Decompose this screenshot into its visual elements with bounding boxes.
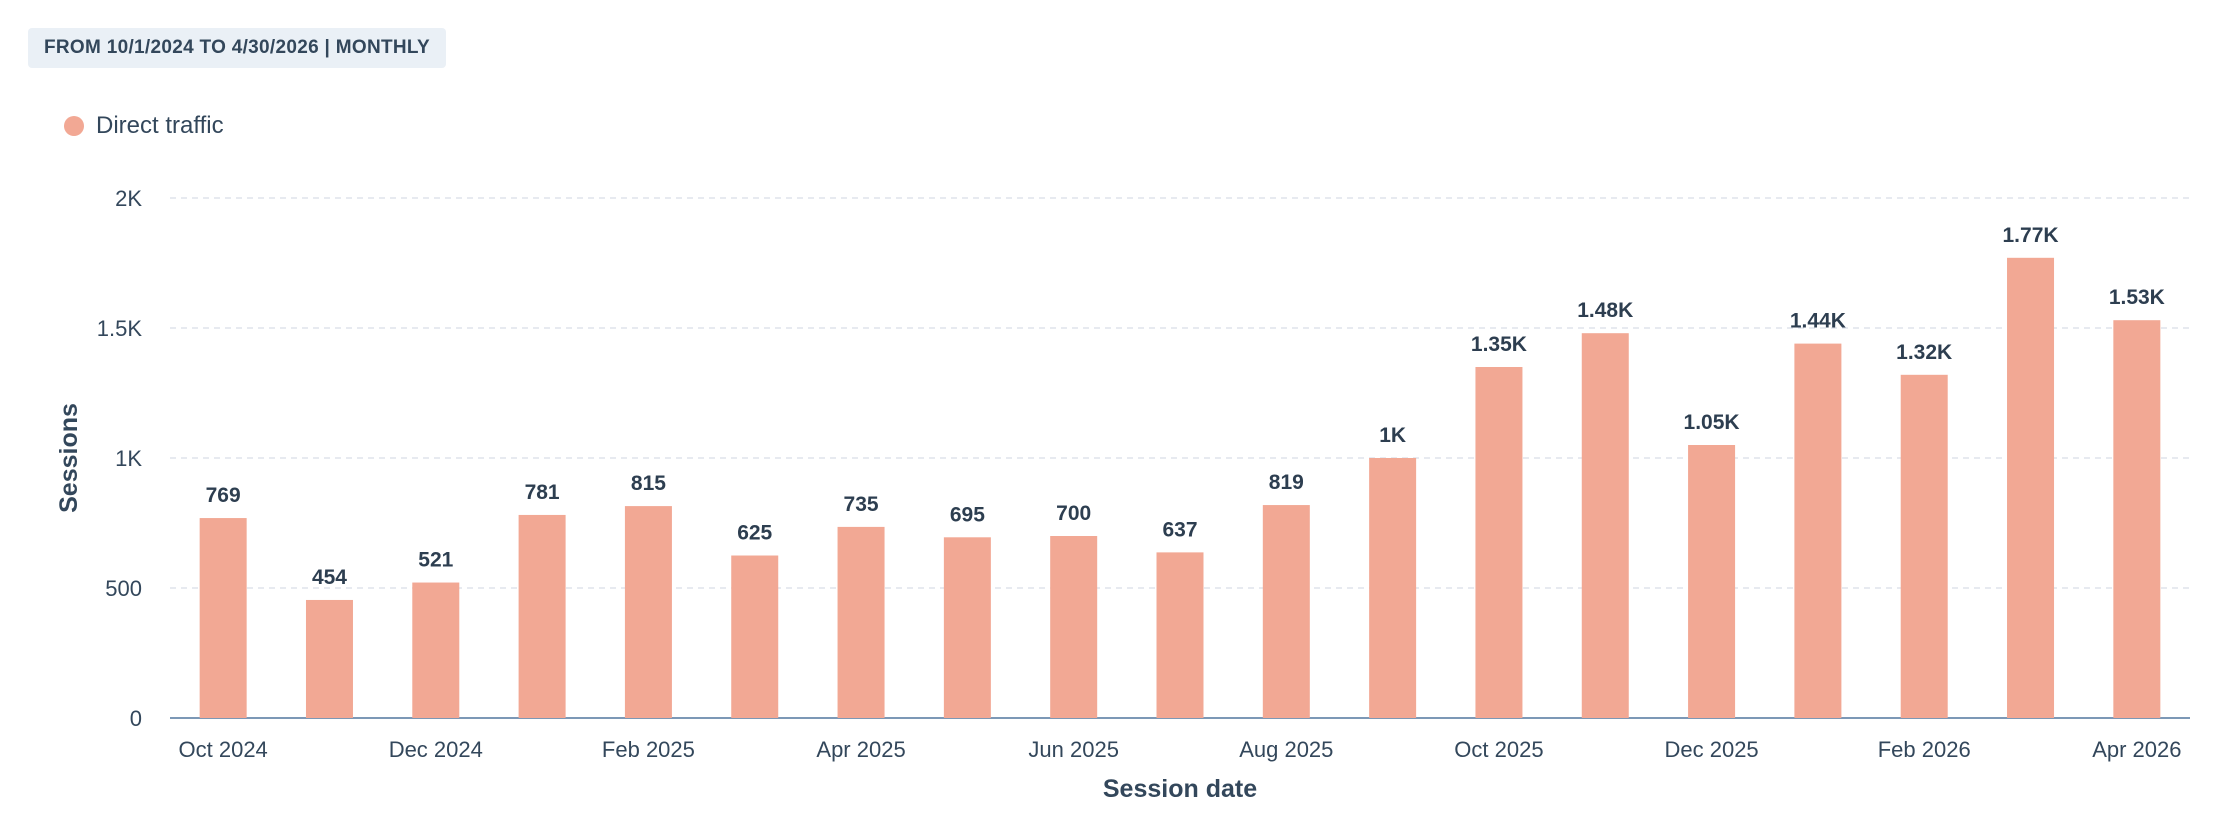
bar	[1050, 536, 1098, 718]
x-tick-label: Apr 2025	[816, 737, 905, 762]
data-label: 625	[737, 522, 772, 545]
x-tick-label: Feb 2026	[1878, 737, 1971, 762]
data-label: 819	[1269, 471, 1304, 494]
data-label: 454	[312, 566, 347, 589]
bar	[1900, 374, 1948, 718]
bar	[943, 537, 991, 718]
data-label: 815	[631, 472, 666, 495]
bar	[624, 506, 672, 718]
legend-label-direct-traffic[interactable]: Direct traffic	[96, 112, 224, 139]
bar	[2007, 257, 2055, 718]
bar	[518, 514, 566, 718]
x-tick-label: Apr 2026	[2092, 737, 2181, 762]
data-label: 1K	[1379, 424, 1406, 447]
data-label: 1.44K	[1790, 310, 1846, 333]
bar	[1262, 505, 1310, 718]
x-tick-label: Jun 2025	[1028, 737, 1119, 762]
y-tick-label: 1.5K	[97, 316, 143, 341]
data-label: 700	[1056, 502, 1091, 525]
x-tick-label: Feb 2025	[602, 737, 695, 762]
data-label: 781	[525, 481, 560, 504]
x-tick-label: Aug 2025	[1239, 737, 1333, 762]
chart-legend: Direct traffic	[64, 112, 224, 140]
legend-swatch-direct-traffic	[64, 116, 84, 136]
x-tick-label: Oct 2024	[179, 737, 268, 762]
bar	[837, 526, 885, 718]
data-label: 1.48K	[1577, 299, 1633, 322]
data-label: 521	[418, 549, 453, 572]
y-tick-label: 2K	[115, 186, 142, 211]
data-label: 769	[206, 484, 241, 507]
y-tick-label: 0	[130, 706, 142, 731]
bar	[1688, 445, 1736, 718]
data-label: 735	[844, 493, 879, 516]
bar	[199, 518, 247, 718]
bar	[1794, 343, 1842, 718]
data-label: 1.77K	[2003, 224, 2059, 247]
y-tick-label: 500	[105, 576, 142, 601]
x-axis-title: Session date	[1103, 775, 1257, 803]
data-label: 1.32K	[1896, 341, 1952, 364]
data-label: 637	[1162, 518, 1197, 541]
bar	[1581, 333, 1629, 718]
bar	[1156, 552, 1204, 718]
bar	[1369, 458, 1417, 718]
bar	[2113, 320, 2161, 718]
data-label: 1.05K	[1684, 411, 1740, 434]
x-tick-label: Oct 2025	[1454, 737, 1543, 762]
date-range-badge[interactable]: FROM 10/1/2024 TO 4/30/2026 | MONTHLY	[28, 28, 447, 68]
data-label: 1.35K	[1471, 333, 1527, 356]
bar	[305, 599, 353, 718]
bar	[1475, 367, 1523, 718]
bar	[412, 582, 460, 718]
x-tick-label: Dec 2024	[389, 737, 483, 762]
y-tick-label: 1K	[115, 446, 142, 471]
data-label: 695	[950, 503, 985, 526]
bar	[731, 555, 779, 718]
x-tick-label: Dec 2025	[1664, 737, 1758, 762]
y-axis-title: Sessions	[55, 403, 83, 513]
data-label: 1.53K	[2109, 286, 2165, 309]
